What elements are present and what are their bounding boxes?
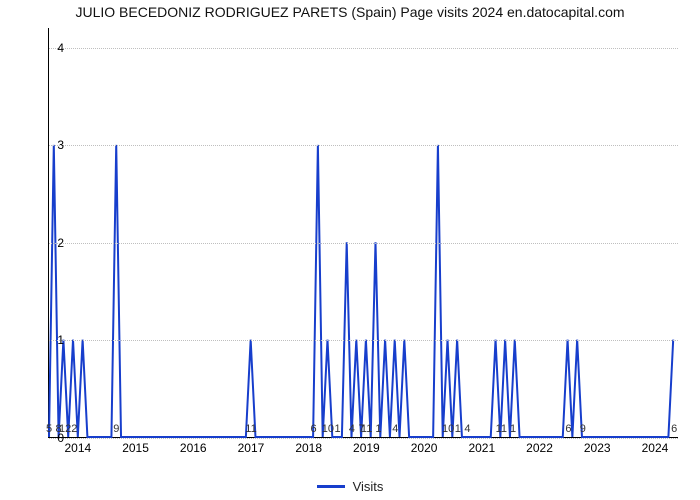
value-annotation: 10 — [322, 423, 334, 435]
x-tick-label: 2023 — [584, 441, 611, 455]
gridline — [49, 438, 678, 439]
value-annotation: 6 — [310, 423, 316, 435]
gridline — [49, 145, 678, 146]
value-annotation: 4 — [392, 423, 398, 435]
x-tick-label: 2020 — [411, 441, 438, 455]
value-annotation: 6 — [671, 423, 677, 435]
legend-swatch — [317, 485, 345, 488]
legend-label: Visits — [353, 479, 384, 494]
chart-plot-area: 2014201520162017201820192020202120222023… — [48, 28, 678, 438]
value-annotation: 11 1 — [496, 423, 517, 435]
gridline — [49, 340, 678, 341]
y-tick-label: 1 — [24, 333, 64, 347]
x-tick-label: 2019 — [353, 441, 380, 455]
y-tick-label: 3 — [24, 138, 64, 152]
x-tick-label: 2015 — [122, 441, 149, 455]
value-annotation: 11 — [245, 423, 256, 435]
gridline — [49, 48, 678, 49]
value-annotation: 9 — [113, 423, 119, 435]
x-tick-label: 2017 — [238, 441, 265, 455]
x-tick-label: 2022 — [526, 441, 553, 455]
value-annotation: 6 — [565, 423, 571, 435]
line-series — [49, 28, 678, 437]
x-tick-label: 2024 — [642, 441, 669, 455]
value-annotation: 1 — [334, 423, 340, 435]
x-tick-label: 2021 — [468, 441, 495, 455]
value-annotation: 1 — [455, 423, 461, 435]
value-annotation: 11 1 — [361, 423, 382, 435]
value-annotation: 4 — [464, 423, 470, 435]
x-tick-label: 2018 — [295, 441, 322, 455]
gridline — [49, 243, 678, 244]
x-tick-label: 2014 — [64, 441, 91, 455]
y-tick-label: 4 — [24, 41, 64, 55]
value-annotation: 9 — [580, 423, 586, 435]
value-annotation: 4 — [349, 423, 355, 435]
value-annotation: 10 — [442, 423, 454, 435]
x-tick-label: 2016 — [180, 441, 207, 455]
chart-title: JULIO BECEDONIZ RODRIGUEZ PARETS (Spain)… — [0, 4, 700, 20]
y-tick-label: 2 — [24, 236, 64, 250]
chart-legend: Visits — [0, 479, 700, 494]
y-tick-label: 0 — [24, 431, 64, 445]
